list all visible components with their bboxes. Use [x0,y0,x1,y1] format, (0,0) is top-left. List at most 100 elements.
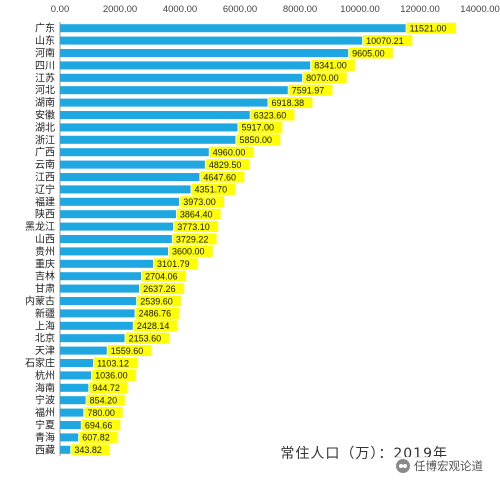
data-label: 8070.00 [306,73,339,83]
bar [60,371,92,380]
data-label: 3864.40 [180,210,213,220]
data-label-bg [268,97,313,109]
category-label: 宁夏 [35,419,55,432]
wechat-icon [396,459,410,473]
data-label: 854.20 [90,396,118,406]
bar [60,284,140,293]
data-label: 3600.00 [172,247,205,257]
watermark-text: 任博宏观论道 [414,459,483,473]
data-label-bg [363,35,413,47]
data-label: 4647.60 [203,172,236,182]
category-label: 北京 [35,332,55,345]
x-tick-label: 6000.00 [223,4,257,15]
bar [60,408,84,417]
data-label-bg [84,407,123,419]
x-tick-label: 8000.00 [283,4,317,15]
data-label: 694.66 [85,420,113,430]
data-label: 780.00 [87,408,115,418]
bar [60,111,250,119]
category-label: 福州 [35,406,55,419]
x-tick-label: 10000.00 [340,4,380,15]
data-label: 4829.50 [209,160,242,170]
data-label: 7591.97 [292,86,325,96]
bar [60,321,133,330]
data-label-bg [142,270,186,282]
x-tick-label: 4000.00 [163,4,197,15]
category-label: 新疆 [35,307,55,320]
data-label-bg [107,345,152,357]
bar-series: 11521.00 10070.21 9605.00 8341.00 8070.00 759… [60,22,456,456]
bar [60,123,238,132]
data-label: 2153.60 [129,334,162,344]
category-label: 江苏 [35,71,55,84]
data-label: 2637.26 [143,284,176,294]
data-label: 1103.12 [97,358,129,368]
data-label-bg [303,72,347,84]
data-label: 3773.10 [177,222,210,232]
data-label: 4351.70 [195,185,228,195]
data-label: 1036.00 [95,371,128,381]
data-label: 2704.06 [145,272,178,282]
data-label-bg [135,307,180,319]
category-label: 陕西 [35,208,55,221]
bar [60,346,107,355]
bar [60,86,288,95]
data-label-bg [172,233,217,245]
data-label: 3973.00 [183,197,216,207]
data-label-bg [174,221,218,233]
category-label: 河南 [35,47,55,60]
data-label-bg [209,146,254,158]
category-label: 重庆 [35,257,55,270]
category-label: 湖北 [35,122,55,134]
bar [60,396,86,405]
data-label-bg [92,369,136,381]
bar [60,235,172,243]
data-label-bg [140,283,184,295]
category-label: 湖南 [35,96,55,109]
bar [60,222,174,231]
category-label: 山西 [35,234,55,246]
bar [60,197,180,206]
data-label-bg [81,419,121,431]
x-tick-label: 2000.00 [103,4,137,15]
category-label: 黑龙江 [25,220,55,233]
category-label: 甘肃 [35,282,55,295]
category-label: 宁波 [35,394,55,407]
data-label: 3101.79 [157,259,190,269]
data-label-bg [169,245,213,257]
bar [60,359,94,367]
data-label: 343.82 [74,445,102,455]
data-label: 1559.60 [111,346,144,356]
category-label: 上海 [35,319,55,332]
bar [60,49,349,57]
category-label: 吉林 [35,270,55,283]
category-label: 贵州 [35,245,55,258]
bar [60,98,268,107]
data-label-bg [137,295,181,307]
category-label: 河北 [35,85,55,97]
data-label: 3729.22 [176,234,209,244]
data-label: 2539.60 [140,296,173,306]
bar [60,259,154,268]
x-tick-label: 14000.00 [460,4,500,15]
data-label: 8341.00 [314,61,347,71]
data-label-bg [89,382,128,394]
bar [60,24,406,33]
data-label-bg [154,258,198,270]
data-label-bg [288,84,333,96]
category-label: 广西 [35,147,55,159]
data-label-bg [250,109,295,121]
category-label: 广东 [35,22,55,35]
data-label: 2486.76 [139,309,172,319]
x-tick-label: 12000.00 [400,4,440,15]
bar [60,334,125,343]
data-label-bg [406,22,456,34]
data-label: 607.82 [82,433,110,443]
bar [60,433,79,442]
data-label-bg [94,357,138,369]
data-label: 6918.38 [272,98,305,108]
data-label-bg [86,394,126,406]
category-label: 云南 [35,158,55,171]
data-label: 944.72 [92,383,120,393]
